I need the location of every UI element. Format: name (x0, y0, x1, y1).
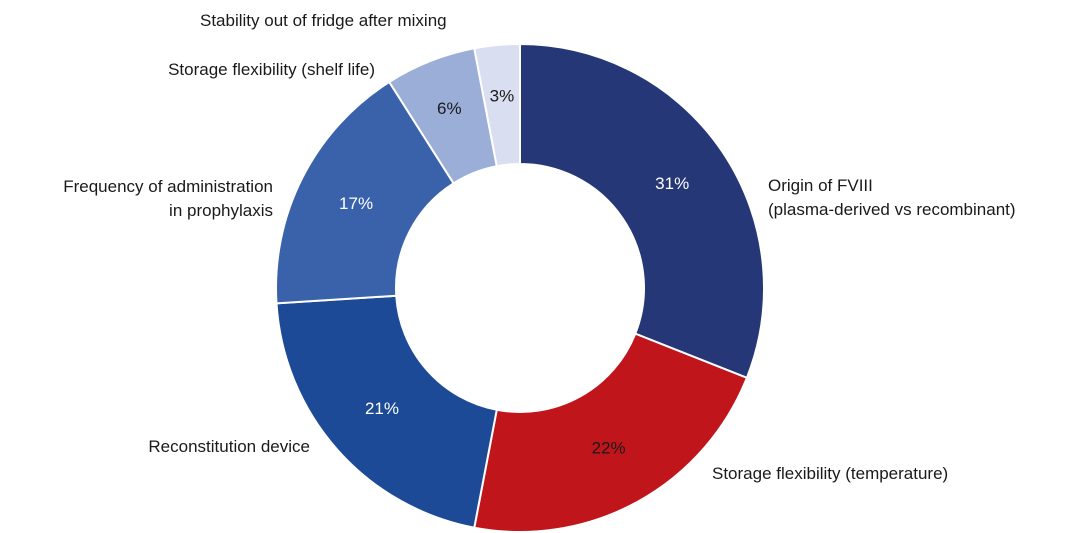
category-label: Storage flexibility (shelf life) (168, 60, 375, 79)
category-label: Origin of FVIII (plasma-derived vs recom… (768, 176, 1016, 219)
value-label: 17% (339, 194, 373, 213)
category-label: Storage flexibility (temperature) (712, 464, 949, 483)
donut-segment (275, 294, 498, 529)
donut-segment (473, 332, 749, 533)
value-label: 22% (592, 439, 626, 458)
category-label: Reconstitution device (148, 437, 310, 456)
value-label: 6% (437, 99, 462, 118)
value-label: 21% (365, 399, 399, 418)
value-label: 3% (490, 86, 515, 105)
category-label: Stability out of fridge after mixing (200, 11, 447, 30)
value-label: 31% (655, 174, 689, 193)
donut-segment (473, 42, 521, 168)
donut-segment (275, 80, 455, 305)
donut-segment (519, 42, 765, 380)
category-label: Frequency of administration in prophylax… (63, 177, 273, 220)
